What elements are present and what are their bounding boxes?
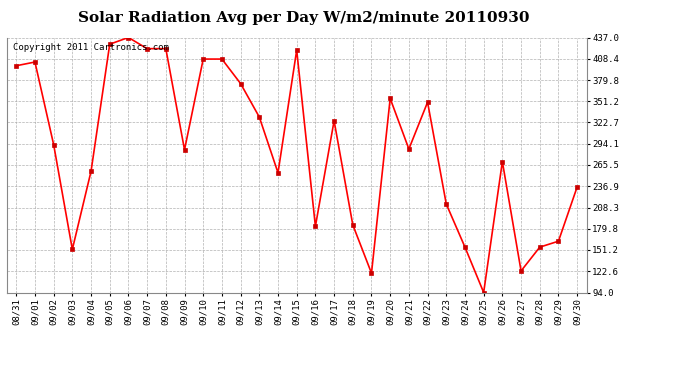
Text: Copyright 2011 Cartronics.com: Copyright 2011 Cartronics.com [12, 43, 168, 52]
Text: Solar Radiation Avg per Day W/m2/minute 20110930: Solar Radiation Avg per Day W/m2/minute … [78, 11, 529, 25]
